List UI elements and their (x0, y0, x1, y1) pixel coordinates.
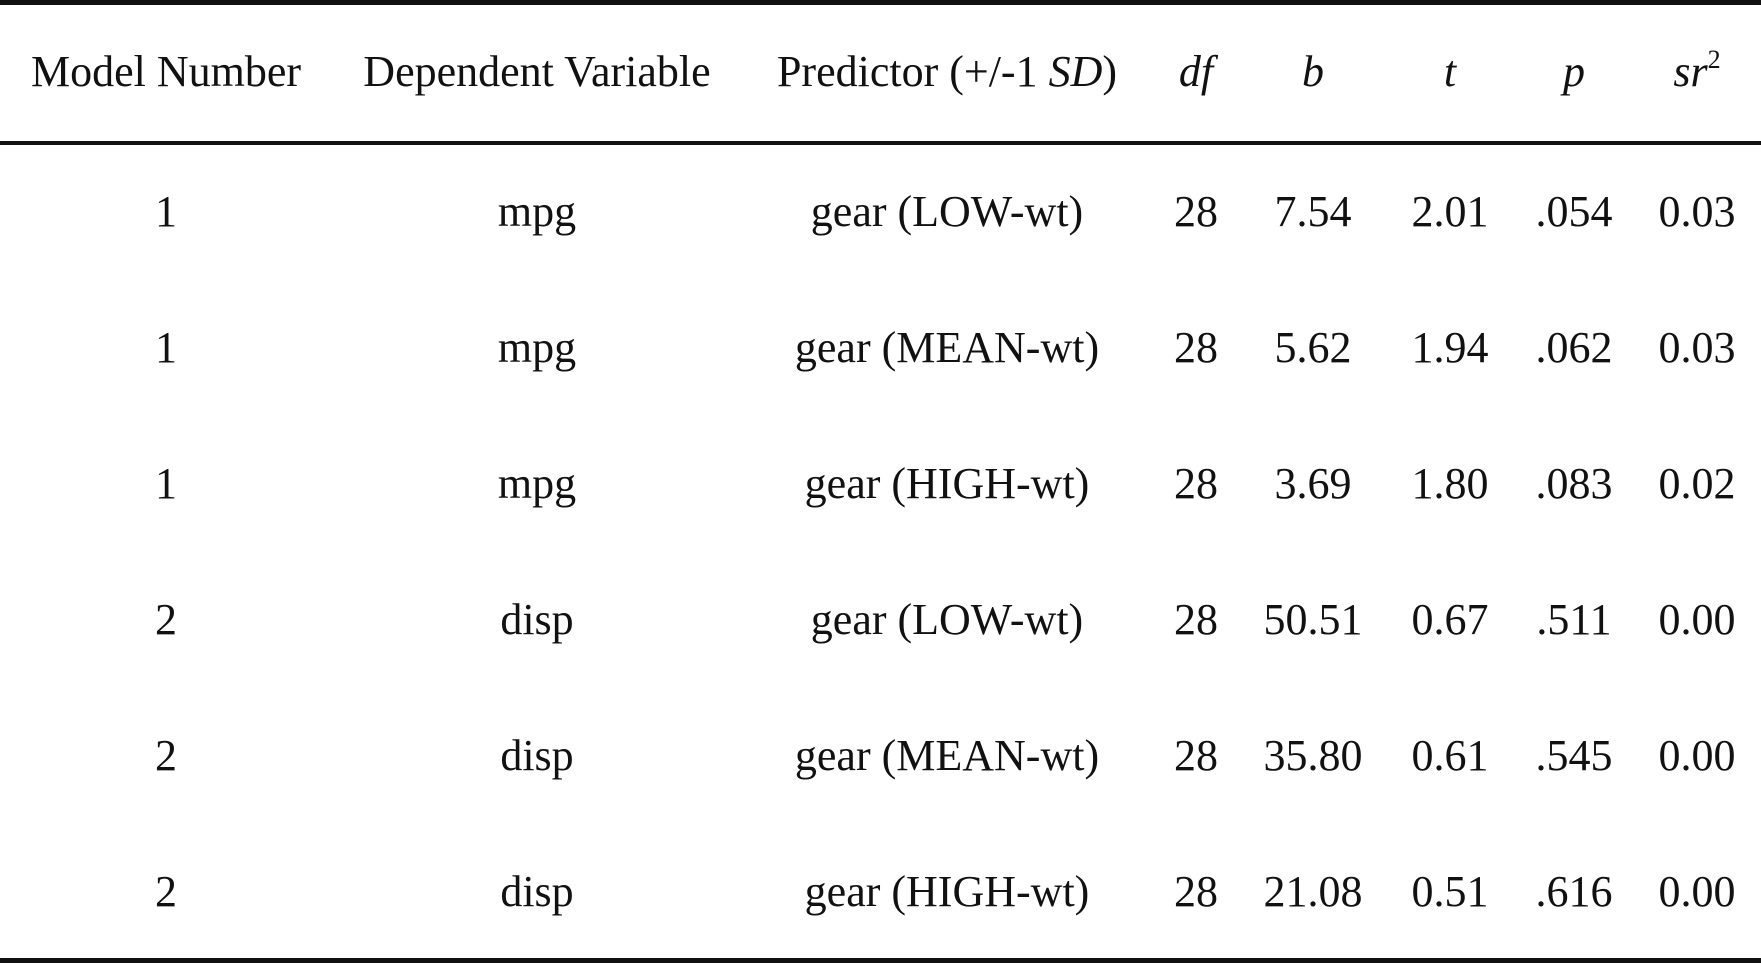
cell-df: 28 (1174, 187, 1218, 236)
cell-b: 21.08 (1263, 867, 1363, 916)
header-predictor-prefix: Predictor (+/-1 (776, 47, 1049, 96)
cell-df: 28 (1174, 459, 1218, 508)
cell-predictor: gear (MEAN-wt) (794, 323, 1100, 372)
cell-p: .083 (1535, 459, 1613, 508)
cell-model-number: 2 (155, 731, 177, 780)
cell-sr2: 0.00 (1658, 595, 1736, 644)
table-top-rule (0, 0, 1761, 5)
cell-t: 1.80 (1411, 459, 1489, 508)
cell-t: 0.51 (1411, 867, 1489, 916)
header-model-number: Model Number (30, 47, 302, 96)
cell-model-number: 2 (155, 867, 177, 916)
header-predictor: Predictor (+/-1 SD) (777, 50, 1117, 94)
cell-p: .054 (1535, 187, 1613, 236)
cell-dependent-variable: mpg (497, 187, 577, 236)
cell-b: 35.80 (1263, 731, 1363, 780)
cell-t: 1.94 (1411, 323, 1489, 372)
header-sr-base: sr (1673, 47, 1708, 96)
cell-sr2: 0.02 (1658, 459, 1736, 508)
cell-df: 28 (1174, 323, 1218, 372)
cell-model-number: 1 (155, 187, 177, 236)
cell-p: .511 (1536, 595, 1612, 644)
header-t: t (1443, 47, 1457, 96)
header-df: df (1178, 47, 1214, 96)
cell-t: 0.67 (1411, 595, 1489, 644)
cell-dependent-variable: mpg (497, 459, 577, 508)
cell-predictor: gear (MEAN-wt) (794, 731, 1100, 780)
header-predictor-suffix: ) (1102, 47, 1118, 96)
header-sr2: sr2 (1673, 47, 1720, 96)
header-p: p (1563, 47, 1585, 96)
cell-sr2: 0.00 (1658, 867, 1736, 916)
cell-df: 28 (1174, 731, 1218, 780)
cell-b: 7.54 (1274, 187, 1352, 236)
cell-dependent-variable: disp (500, 731, 574, 780)
cell-p: .545 (1535, 731, 1613, 780)
cell-b: 3.69 (1274, 459, 1352, 508)
cell-predictor: gear (HIGH-wt) (804, 459, 1090, 508)
table-bottom-rule (0, 958, 1761, 963)
cell-t: 0.61 (1411, 731, 1489, 780)
header-b: b (1302, 47, 1324, 96)
cell-p: .616 (1535, 867, 1613, 916)
header-predictor-sd: SD (1048, 47, 1103, 96)
cell-df: 28 (1174, 867, 1218, 916)
cell-p: .062 (1535, 323, 1613, 372)
cell-sr2: 0.03 (1658, 187, 1736, 236)
cell-dependent-variable: mpg (497, 323, 577, 372)
cell-dependent-variable: disp (500, 867, 574, 916)
cell-b: 50.51 (1263, 595, 1363, 644)
cell-predictor: gear (HIGH-wt) (804, 867, 1090, 916)
cell-b: 5.62 (1274, 323, 1352, 372)
header-dependent-variable: Dependent Variable (363, 47, 711, 96)
table-header-rule (0, 141, 1761, 145)
cell-df: 28 (1174, 595, 1218, 644)
cell-t: 2.01 (1411, 187, 1489, 236)
cell-model-number: 1 (155, 459, 177, 508)
cell-sr2: 0.00 (1658, 731, 1736, 780)
cell-predictor: gear (LOW-wt) (810, 595, 1084, 644)
cell-model-number: 2 (155, 595, 177, 644)
cell-sr2: 0.03 (1658, 323, 1736, 372)
header-sr-sup: 2 (1707, 45, 1721, 74)
cell-dependent-variable: disp (500, 595, 574, 644)
cell-model-number: 1 (155, 323, 177, 372)
cell-predictor: gear (LOW-wt) (810, 187, 1084, 236)
